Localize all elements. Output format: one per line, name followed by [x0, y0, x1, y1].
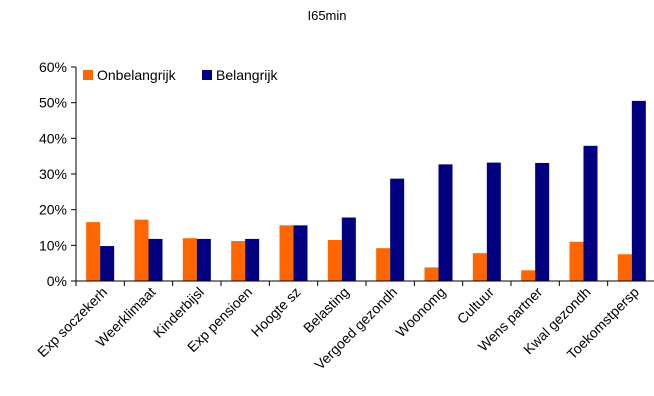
bar-onbelangrijk: [182, 238, 197, 281]
y-tick-label: 10%: [39, 237, 67, 253]
bar-onbelangrijk: [279, 225, 294, 281]
bar-belangrijk: [341, 217, 356, 281]
bar-onbelangrijk: [472, 253, 487, 281]
x-tick-label: Vergoed gezondh: [311, 284, 400, 373]
chart-title: I65min: [307, 8, 346, 23]
y-tick-label: 20%: [39, 202, 67, 218]
bar-belangrijk: [100, 246, 115, 281]
bar-onbelangrijk: [617, 254, 632, 281]
bar-belangrijk: [196, 238, 211, 281]
bar-belangrijk: [390, 178, 405, 281]
bar-belangrijk: [535, 162, 550, 281]
x-tick-label: Exp soczekerh: [34, 284, 110, 360]
bar-onbelangrijk: [86, 222, 101, 281]
y-tick-label: 40%: [39, 130, 67, 146]
legend-swatch-onbelangrijk: [83, 70, 93, 80]
y-tick-label: 60%: [39, 59, 67, 75]
legend: Onbelangrijk Belangrijk: [83, 67, 278, 83]
legend-label-belangrijk: Belangrijk: [216, 67, 278, 83]
bar-belangrijk: [293, 225, 308, 281]
x-tick-label: Hoogte sz: [248, 284, 304, 340]
bar-onbelangrijk: [424, 267, 439, 281]
bar-belangrijk: [583, 145, 598, 281]
bar-onbelangrijk: [327, 239, 342, 281]
bar-onbelangrijk: [569, 241, 584, 281]
bar-onbelangrijk: [376, 248, 391, 281]
bar-belangrijk: [486, 162, 501, 281]
bar-belangrijk: [438, 164, 453, 281]
y-tick-label: 0%: [47, 273, 67, 289]
bar-belangrijk: [245, 238, 260, 281]
legend-label-onbelangrijk: Onbelangrijk: [97, 67, 177, 83]
bar-belangrijk: [631, 100, 646, 281]
legend-swatch-belangrijk: [202, 70, 212, 80]
y-tick-label: 30%: [39, 166, 67, 182]
bar-onbelangrijk: [521, 270, 536, 281]
bar-belangrijk: [148, 238, 163, 281]
y-tick-label: 50%: [39, 95, 67, 111]
bar-onbelangrijk: [231, 241, 246, 281]
bar-onbelangrijk: [134, 219, 149, 281]
x-tick-label: Woonomg: [392, 284, 448, 340]
x-tick-label: Cultuur: [454, 284, 497, 327]
